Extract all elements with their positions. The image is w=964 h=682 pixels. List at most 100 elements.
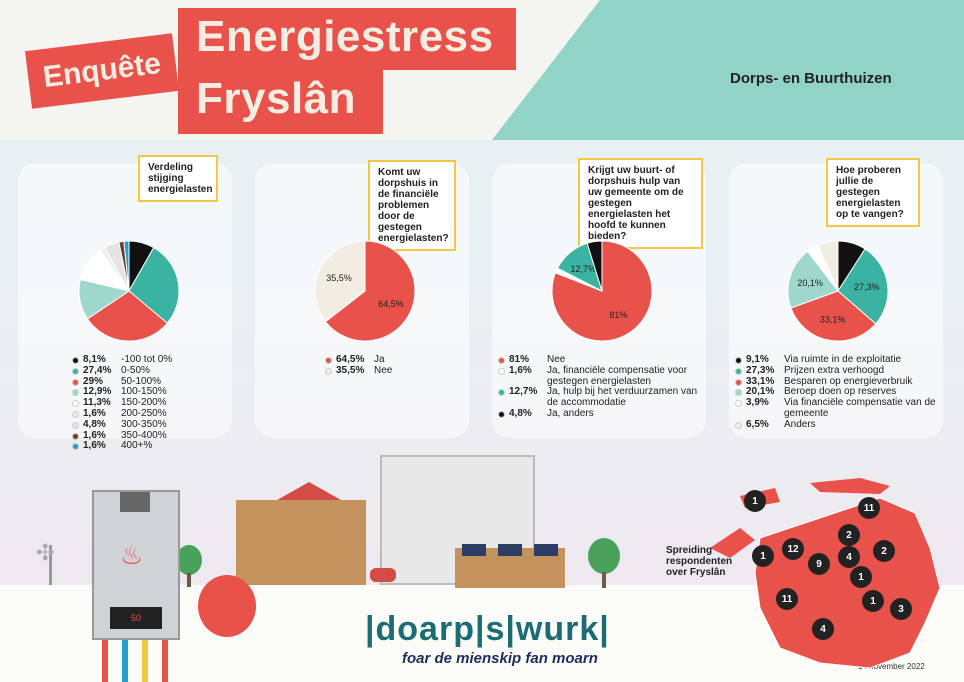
title-box-line1: Energiestress [178, 8, 516, 70]
legend-item: 35,5% Nee [325, 364, 445, 377]
legend-swatch [72, 432, 79, 440]
legend-swatch [735, 400, 742, 408]
pie-slice [314, 240, 366, 323]
legend-swatch [72, 378, 79, 386]
legend-value: 1,6% [509, 364, 532, 376]
map-count: 1 [862, 590, 884, 612]
map-count: 12 [782, 538, 804, 560]
legend-label: Ja [374, 354, 385, 365]
enquete-label: Enquête [41, 46, 163, 95]
legend-label: 50-100% [121, 375, 162, 387]
pie-slice-label: 20,1% [797, 278, 823, 288]
legend-value: 29% [83, 375, 104, 387]
pipe-red [102, 640, 108, 682]
boiler-display: 50 [110, 607, 162, 629]
map-count: 4 [838, 546, 860, 568]
village-house [236, 500, 366, 585]
map-count: 1 [850, 566, 872, 588]
legend-value: 1,6% [83, 407, 106, 419]
legend-swatch [72, 367, 79, 375]
legend-swatch [72, 410, 79, 418]
pie-slice [324, 240, 416, 342]
legend-swatch [735, 357, 742, 364]
legend-swatch [498, 389, 505, 397]
pie-slice [128, 246, 180, 324]
legend-item: 3,9% Via financiële compensatie van de ge… [735, 397, 955, 420]
map-fryslan [710, 478, 941, 669]
legend-value: 64,5% [336, 354, 365, 365]
legend-swatch [498, 410, 505, 418]
brand-logo: |doarp|s|wurk| [365, 610, 610, 648]
legend-label: Ja, financiële compensatie voor gestegen… [547, 364, 688, 387]
legend-swatch [325, 367, 332, 375]
legend-label: Ja, anders [547, 407, 594, 419]
legend-4: 9,1% Via ruimte in de exploitatie 27,3% Pri… [735, 354, 955, 431]
legend-value: 11,3% [83, 397, 111, 409]
pie-slice-label: 64,5% [378, 299, 404, 309]
legend-item: 1,6% Ja, financiële compensatie voor gest… [498, 364, 708, 388]
legend-item: 4,8% 300-350% [72, 418, 232, 431]
legend-item: 11,3% 150-200% [72, 397, 232, 409]
tree-icon [176, 545, 202, 575]
pie-slice [837, 248, 889, 325]
legend-label: Nee [374, 364, 393, 376]
legend-label: 400+% [121, 440, 153, 452]
legend-item: 27,3% Prijzen extra verhoogd [735, 365, 955, 377]
wind-turbine-pole [49, 545, 52, 585]
tree-trunk [187, 573, 191, 587]
legend-label: 200-250% [121, 407, 167, 419]
legend-value: 20,1% [746, 386, 775, 398]
date: 14 november 2022 [858, 662, 925, 671]
tree-trunk [602, 572, 606, 588]
legend-item: 12,9% 100-150% [72, 387, 232, 398]
pie-slice-label: 12,7% [571, 264, 597, 274]
legend-label: Via financiële compensatie van de gemeen… [784, 397, 936, 419]
legend-value: 1,6% [83, 429, 106, 441]
legend-item: 12,7% Ja, hulp bij het verduurzamen van d… [498, 387, 708, 409]
legend-value: 27,4% [83, 364, 112, 376]
map-count: 1 [752, 545, 774, 567]
pie-slice-label: 27,3% [854, 282, 880, 292]
legend-item: 6,5% Anders [735, 418, 955, 431]
map-count: 1 [744, 490, 766, 512]
legend-2: 64,5% Ja 35,5% Nee [325, 354, 445, 377]
legend-swatch [735, 421, 742, 429]
legend-item: 27,4% 0-50% [72, 364, 232, 377]
car-icon [370, 568, 396, 582]
legend-value: 12,7% [509, 386, 538, 398]
solar-panel [462, 544, 486, 556]
legend-item: 33,1% Besparen op energieverbruik [735, 376, 955, 388]
legend-value: 9,1% [746, 354, 769, 365]
tree-icon [588, 538, 620, 574]
pie-slice [787, 250, 839, 309]
legend-value: 1,6% [83, 440, 106, 452]
legend-label: -100 tot 0% [121, 354, 173, 365]
pie-slice [790, 290, 877, 342]
brand-tagline: foar de mienskip fan moarn [402, 650, 598, 667]
pie-slice-label: 35,5% [326, 273, 352, 283]
solar-panel [498, 544, 522, 556]
legend-label: 350-400% [121, 429, 167, 441]
solar-panel [534, 544, 558, 556]
legend-value: 35,5% [336, 364, 365, 376]
legend-label: Anders [784, 418, 816, 430]
title-line1: Energiestress [196, 12, 494, 61]
map-count: 11 [858, 497, 880, 519]
legend-value: 12,9% [83, 386, 112, 398]
pie-slice-label: 81% [609, 310, 627, 320]
legend-label: 300-350% [121, 418, 167, 430]
legend-item: 81% Nee [498, 354, 708, 366]
question-3: Krijgt uw buurt- of dorpshuis hulp van u… [578, 158, 703, 249]
legend-swatch [498, 367, 505, 375]
question-1: Verdeling stijging energielasten [138, 155, 218, 202]
legend-swatch [72, 443, 79, 451]
pie-chart-4: 27,3% 33,1% 20,1% [787, 240, 889, 342]
legend-item: 29% 50-100% [72, 375, 232, 388]
pie-slice [817, 240, 839, 292]
legend-label: 0-50% [121, 364, 150, 376]
pipe-blue [122, 640, 128, 682]
legend-value: 3,9% [746, 397, 769, 409]
map-count: 9 [808, 553, 830, 575]
pie-slice [86, 290, 169, 342]
pie-chart-3: 81% 12,7% [551, 240, 653, 342]
